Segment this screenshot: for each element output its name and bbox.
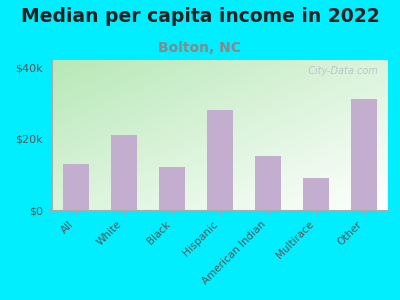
Bar	[111, 135, 137, 210]
Text: City-Data.com: City-Data.com	[302, 66, 378, 76]
Text: Bolton, NC: Bolton, NC	[158, 40, 242, 55]
Bar	[159, 167, 185, 210]
Bar	[303, 178, 329, 210]
Bar	[207, 110, 233, 210]
Bar	[255, 156, 281, 210]
Bar	[351, 99, 377, 210]
Bar	[63, 164, 89, 210]
Text: Median per capita income in 2022: Median per capita income in 2022	[21, 8, 379, 26]
